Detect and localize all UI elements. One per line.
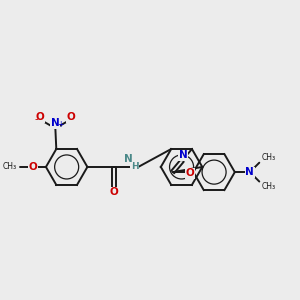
Text: N: N xyxy=(124,154,132,164)
Text: O: O xyxy=(110,188,118,197)
Text: N: N xyxy=(179,150,188,161)
Text: CH₃: CH₃ xyxy=(262,153,276,162)
Text: O: O xyxy=(186,168,195,178)
Text: O: O xyxy=(36,112,45,122)
Text: O: O xyxy=(66,112,75,122)
Text: CH₃: CH₃ xyxy=(262,182,276,191)
Text: CH₃: CH₃ xyxy=(3,163,17,172)
Text: H: H xyxy=(131,163,138,172)
Text: -: - xyxy=(35,114,38,124)
Text: N: N xyxy=(51,118,60,128)
Text: N: N xyxy=(245,167,254,177)
Text: +: + xyxy=(57,120,63,129)
Text: O: O xyxy=(28,162,37,172)
